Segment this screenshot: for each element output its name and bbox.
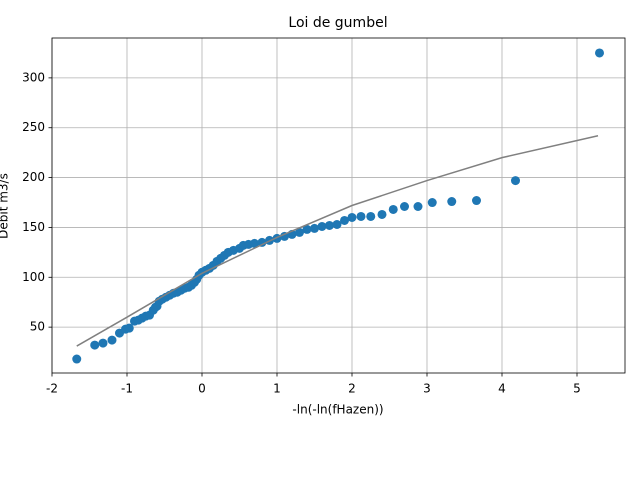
point <box>400 201 409 211</box>
y-tick-label: 100 <box>22 270 45 284</box>
point <box>356 211 366 221</box>
point <box>511 176 520 186</box>
point <box>427 198 437 208</box>
point <box>388 204 398 214</box>
point <box>257 237 267 247</box>
point <box>447 197 457 207</box>
point <box>90 340 100 350</box>
x-tick-label: 4 <box>498 382 506 396</box>
y-tick-label: 300 <box>22 70 45 84</box>
point <box>332 219 342 229</box>
point <box>280 231 289 241</box>
point <box>302 224 312 234</box>
y-axis-label: Debit m3/s <box>0 173 11 239</box>
x-tick-label: 1 <box>273 382 281 396</box>
point <box>377 209 387 219</box>
point <box>366 211 376 221</box>
y-tick-label: 200 <box>22 170 45 184</box>
x-tick-label: 3 <box>423 382 431 396</box>
point <box>472 196 481 206</box>
x-tick-label: 0 <box>198 382 206 396</box>
point <box>72 354 82 364</box>
plot-frame <box>51 37 626 374</box>
point <box>310 223 319 233</box>
point <box>107 335 117 345</box>
point <box>295 227 304 237</box>
point <box>325 220 334 230</box>
x-tick-label: 2 <box>348 382 356 396</box>
y-tick-label: 150 <box>22 220 45 234</box>
x-tick-label: -2 <box>46 382 58 396</box>
point <box>250 238 259 248</box>
y-tick-label: 50 <box>30 320 45 334</box>
x-tick-label: -1 <box>121 382 133 396</box>
fit-line <box>76 134 599 347</box>
point <box>98 338 108 348</box>
point <box>340 215 349 225</box>
point <box>347 212 357 222</box>
point <box>595 48 604 58</box>
point <box>317 221 327 231</box>
point <box>413 201 423 211</box>
x-tick-label: 5 <box>573 382 581 396</box>
x-axis-label: -ln(-ln(fHazen)) <box>292 403 383 417</box>
point <box>124 323 134 333</box>
chart-title: Loi de gumbel <box>288 15 387 31</box>
y-tick-label: 250 <box>22 120 45 134</box>
